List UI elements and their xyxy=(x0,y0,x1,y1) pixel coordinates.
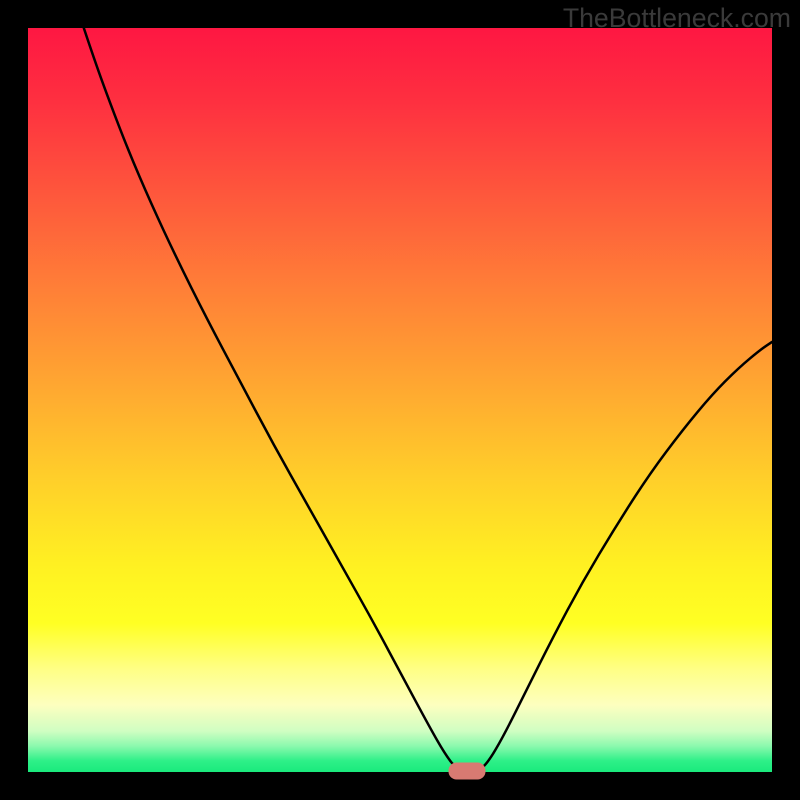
watermark-text: TheBottleneck.com xyxy=(563,3,791,34)
plot-area xyxy=(28,28,772,772)
bottleneck-curve xyxy=(28,28,772,772)
bottleneck-path xyxy=(84,28,772,772)
optimum-marker xyxy=(448,762,485,779)
chart-frame: TheBottleneck.com xyxy=(0,0,800,800)
